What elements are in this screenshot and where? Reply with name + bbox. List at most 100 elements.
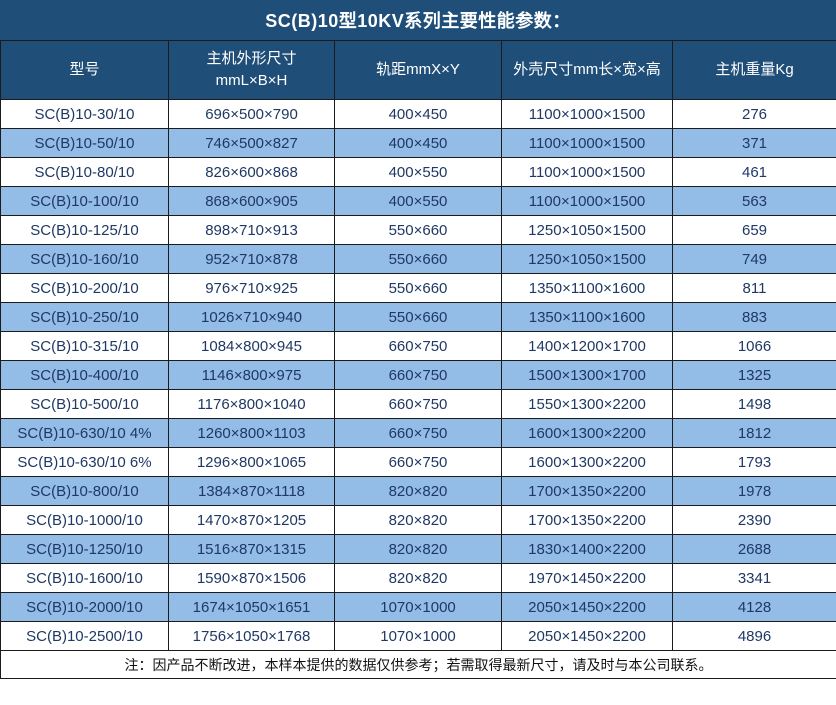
cell-weight: 749	[672, 244, 836, 274]
cell-track-gauge: 550×660	[334, 215, 502, 245]
cell-model: SC(B)10-50/10	[0, 128, 169, 158]
header-main-dimensions-line2: mmL×B×H	[215, 72, 288, 89]
cell-model: SC(B)10-200/10	[0, 273, 169, 303]
header-row: 型号 主机外形尺寸 mmL×B×H 轨距mmX×Y 外壳尺寸mm长×宽×高 主机…	[0, 40, 836, 100]
cell-weight: 461	[672, 157, 836, 187]
cell-weight: 371	[672, 128, 836, 158]
table-row: SC(B)10-1250/10 1516×870×1315 820×820 18…	[0, 534, 836, 564]
cell-main-dimensions: 1176×800×1040	[168, 389, 335, 419]
cell-main-dimensions: 1470×870×1205	[168, 505, 335, 535]
cell-model: SC(B)10-80/10	[0, 157, 169, 187]
cell-track-gauge: 550×660	[334, 302, 502, 332]
cell-main-dimensions: 746×500×827	[168, 128, 335, 158]
cell-model: SC(B)10-630/10 4%	[0, 418, 169, 448]
cell-main-dimensions: 826×600×868	[168, 157, 335, 187]
cell-shell-dimensions: 1970×1450×2200	[501, 563, 673, 593]
page-title: SC(B)10型10KV系列主要性能参数：	[265, 11, 571, 31]
table-row: SC(B)10-160/10 952×710×878 550×660 1250×…	[0, 244, 836, 274]
cell-track-gauge: 660×750	[334, 360, 502, 390]
table-row: SC(B)10-30/10 696×500×790 400×450 1100×1…	[0, 99, 836, 129]
cell-weight: 1793	[672, 447, 836, 477]
cell-shell-dimensions: 2050×1450×2200	[501, 592, 673, 622]
cell-shell-dimensions: 1500×1300×1700	[501, 360, 673, 390]
cell-main-dimensions: 952×710×878	[168, 244, 335, 274]
cell-main-dimensions: 976×710×925	[168, 273, 335, 303]
cell-weight: 4128	[672, 592, 836, 622]
spec-table: 型号 主机外形尺寸 mmL×B×H 轨距mmX×Y 外壳尺寸mm长×宽×高 主机…	[0, 40, 836, 679]
cell-track-gauge: 400×450	[334, 99, 502, 129]
cell-track-gauge: 660×750	[334, 331, 502, 361]
cell-shell-dimensions: 1830×1400×2200	[501, 534, 673, 564]
cell-weight: 1978	[672, 476, 836, 506]
cell-model: SC(B)10-250/10	[0, 302, 169, 332]
header-weight: 主机重量Kg	[672, 40, 836, 100]
cell-shell-dimensions: 1250×1050×1500	[501, 244, 673, 274]
cell-weight: 276	[672, 99, 836, 129]
table-row: SC(B)10-1000/10 1470×870×1205 820×820 17…	[0, 505, 836, 535]
cell-shell-dimensions: 1700×1350×2200	[501, 505, 673, 535]
cell-track-gauge: 660×750	[334, 418, 502, 448]
cell-track-gauge: 400×550	[334, 186, 502, 216]
table-row: SC(B)10-315/10 1084×800×945 660×750 1400…	[0, 331, 836, 361]
cell-track-gauge: 660×750	[334, 389, 502, 419]
cell-weight: 3341	[672, 563, 836, 593]
table-row: SC(B)10-100/10 868×600×905 400×550 1100×…	[0, 186, 836, 216]
cell-model: SC(B)10-100/10	[0, 186, 169, 216]
cell-model: SC(B)10-30/10	[0, 99, 169, 129]
cell-track-gauge: 820×820	[334, 563, 502, 593]
cell-weight: 1325	[672, 360, 836, 390]
cell-model: SC(B)10-1000/10	[0, 505, 169, 535]
cell-model: SC(B)10-2000/10	[0, 592, 169, 622]
cell-main-dimensions: 1296×800×1065	[168, 447, 335, 477]
table-row: SC(B)10-500/10 1176×800×1040 660×750 155…	[0, 389, 836, 419]
header-main-dimensions: 主机外形尺寸 mmL×B×H	[168, 40, 335, 100]
cell-main-dimensions: 868×600×905	[168, 186, 335, 216]
cell-main-dimensions: 1146×800×975	[168, 360, 335, 390]
cell-weight: 659	[672, 215, 836, 245]
cell-main-dimensions: 1026×710×940	[168, 302, 335, 332]
table-row: SC(B)10-400/10 1146×800×975 660×750 1500…	[0, 360, 836, 390]
title-bar: SC(B)10型10KV系列主要性能参数：	[0, 0, 836, 40]
cell-model: SC(B)10-1250/10	[0, 534, 169, 564]
table-row: SC(B)10-80/10 826×600×868 400×550 1100×1…	[0, 157, 836, 187]
cell-track-gauge: 660×750	[334, 447, 502, 477]
cell-shell-dimensions: 1400×1200×1700	[501, 331, 673, 361]
cell-shell-dimensions: 1600×1300×2200	[501, 418, 673, 448]
cell-main-dimensions: 696×500×790	[168, 99, 335, 129]
cell-model: SC(B)10-400/10	[0, 360, 169, 390]
table-row: SC(B)10-2000/10 1674×1050×1651 1070×1000…	[0, 592, 836, 622]
cell-model: SC(B)10-125/10	[0, 215, 169, 245]
table-row: SC(B)10-250/10 1026×710×940 550×660 1350…	[0, 302, 836, 332]
footer-note: 注：因产品不断改进，本样本提供的数据仅供参考；若需取得最新尺寸，请及时与本公司联…	[0, 650, 836, 679]
cell-main-dimensions: 1084×800×945	[168, 331, 335, 361]
cell-weight: 1498	[672, 389, 836, 419]
header-track-gauge: 轨距mmX×Y	[334, 40, 502, 100]
cell-shell-dimensions: 2050×1450×2200	[501, 621, 673, 651]
cell-track-gauge: 820×820	[334, 476, 502, 506]
cell-track-gauge: 400×450	[334, 128, 502, 158]
cell-main-dimensions: 1674×1050×1651	[168, 592, 335, 622]
cell-model: SC(B)10-160/10	[0, 244, 169, 274]
cell-shell-dimensions: 1350×1100×1600	[501, 302, 673, 332]
cell-track-gauge: 820×820	[334, 534, 502, 564]
cell-main-dimensions: 1590×870×1506	[168, 563, 335, 593]
table-body: SC(B)10-30/10 696×500×790 400×450 1100×1…	[0, 99, 836, 679]
table-row: SC(B)10-1600/10 1590×870×1506 820×820 19…	[0, 563, 836, 593]
cell-main-dimensions: 898×710×913	[168, 215, 335, 245]
cell-model: SC(B)10-630/10 6%	[0, 447, 169, 477]
cell-track-gauge: 550×660	[334, 273, 502, 303]
cell-track-gauge: 1070×1000	[334, 592, 502, 622]
cell-track-gauge: 1070×1000	[334, 621, 502, 651]
table-row: SC(B)10-50/10 746×500×827 400×450 1100×1…	[0, 128, 836, 158]
cell-shell-dimensions: 1600×1300×2200	[501, 447, 673, 477]
table-row: SC(B)10-800/10 1384×870×1118 820×820 170…	[0, 476, 836, 506]
table-row: SC(B)10-125/10 898×710×913 550×660 1250×…	[0, 215, 836, 245]
cell-shell-dimensions: 1100×1000×1500	[501, 186, 673, 216]
cell-weight: 1066	[672, 331, 836, 361]
cell-main-dimensions: 1756×1050×1768	[168, 621, 335, 651]
cell-weight: 4896	[672, 621, 836, 651]
cell-weight: 811	[672, 273, 836, 303]
cell-shell-dimensions: 1550×1300×2200	[501, 389, 673, 419]
cell-model: SC(B)10-315/10	[0, 331, 169, 361]
